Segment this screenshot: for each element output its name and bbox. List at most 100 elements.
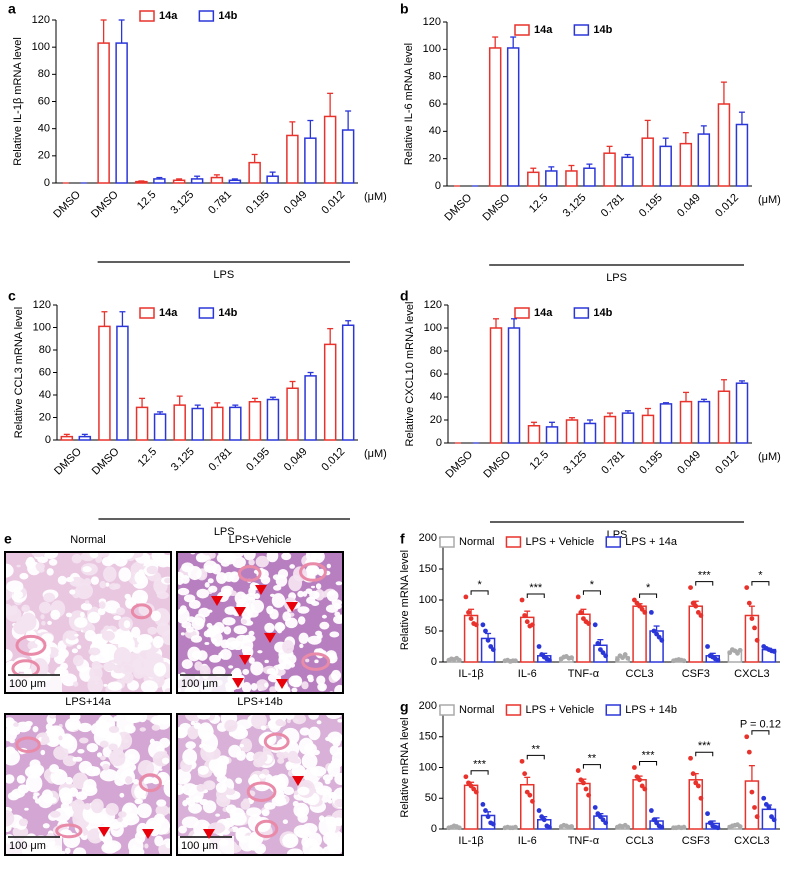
alveolus — [71, 553, 82, 564]
data-point — [625, 824, 631, 830]
alveolus — [78, 760, 93, 774]
y-tick-label: 0 — [45, 434, 51, 446]
data-point — [642, 610, 648, 615]
alveolus — [87, 611, 101, 624]
y-tick-label: 40 — [429, 125, 441, 137]
alveolus — [334, 684, 343, 693]
alveolus — [202, 800, 217, 814]
y-tick-label: 80 — [38, 68, 50, 80]
x-tick-label: IL-6 — [518, 668, 537, 680]
alveolus — [251, 714, 267, 730]
arrowhead — [142, 829, 154, 839]
alveolus — [103, 840, 122, 853]
data-point — [485, 637, 491, 643]
x-unit: (μM) — [364, 448, 387, 460]
alveolus — [326, 714, 342, 719]
alveolus — [40, 749, 46, 756]
alveolus — [27, 556, 34, 563]
x-tick-label: CXCL3 — [734, 668, 769, 680]
data-point — [754, 814, 760, 820]
image-title: LPS+14b — [237, 696, 283, 708]
alveolus — [109, 583, 119, 590]
x-tick-label: 0.012 — [713, 192, 741, 220]
alveolus — [334, 772, 343, 785]
alveolus — [297, 786, 310, 796]
alveolus — [121, 802, 138, 821]
data-point — [527, 792, 533, 798]
error-bar — [662, 137, 669, 147]
alveolus — [188, 599, 201, 609]
alveolus — [140, 680, 158, 693]
bar — [735, 123, 749, 187]
alveolus — [113, 715, 119, 722]
y-tick-label: 50 — [425, 792, 437, 804]
data-point — [622, 652, 628, 657]
x-tick-label: 0.049 — [282, 446, 310, 474]
alveolus — [306, 674, 314, 680]
alveolus — [123, 620, 131, 629]
alveolus — [204, 642, 210, 646]
vessel — [15, 736, 41, 754]
alveolus — [103, 683, 108, 687]
data-point — [744, 734, 750, 740]
alveolus — [91, 766, 101, 776]
significance-bracket — [526, 754, 545, 760]
alveolus — [74, 617, 88, 628]
error-bar — [327, 92, 334, 117]
alveolus — [83, 577, 92, 586]
y-tick-label: 0 — [44, 177, 50, 189]
y-tick-label: 60 — [39, 366, 51, 378]
alveolus — [91, 661, 101, 670]
scale-bar-box — [178, 674, 234, 692]
alveolus — [42, 823, 50, 829]
vessel — [138, 773, 162, 793]
bar — [153, 178, 166, 184]
y-tick-label: 100 — [33, 321, 51, 333]
arrowhead — [203, 829, 215, 839]
alveolus — [258, 773, 266, 779]
alveolus — [310, 766, 327, 777]
legend-swatch — [514, 307, 530, 319]
alveolus — [78, 722, 93, 733]
legend-swatch — [573, 307, 590, 319]
alveolus — [311, 585, 316, 589]
y-tick-label: 0 — [435, 180, 441, 192]
x-tick-label: 0.781 — [206, 189, 234, 217]
data-point — [536, 644, 542, 649]
bar — [248, 161, 261, 184]
alveolus — [209, 654, 221, 663]
alveolus — [297, 813, 308, 823]
alveolus — [65, 612, 73, 618]
x-tick-label: 3.125 — [168, 189, 196, 217]
x-tick-label: CCL3 — [626, 835, 654, 847]
x-tick-label: TNF-α — [568, 835, 600, 847]
alveolus — [292, 800, 299, 807]
alveolus — [6, 580, 24, 593]
image-border — [176, 551, 344, 694]
alveolus — [240, 738, 253, 753]
scale-bar-box — [6, 674, 62, 692]
arrowhead — [98, 827, 110, 837]
legend-label: LPS + Vehicle — [525, 536, 594, 548]
significance-label: ** — [531, 743, 540, 755]
x-tick-label: CSF3 — [682, 835, 710, 847]
significance-bracket — [639, 593, 658, 598]
bar — [545, 426, 559, 444]
x-tick-label: 0.049 — [282, 189, 310, 217]
alveolus — [276, 750, 289, 759]
alveolus — [142, 795, 147, 800]
error-bar — [251, 397, 258, 402]
legend-swatch — [505, 704, 522, 716]
y-tick-label: 20 — [38, 150, 50, 162]
data-point — [592, 622, 598, 628]
alveolus — [38, 601, 52, 614]
bar — [659, 403, 673, 444]
alveolus — [20, 612, 37, 631]
y-tick-label: 100 — [419, 594, 437, 606]
data-point — [513, 658, 518, 664]
vessel — [299, 562, 327, 582]
error-bar — [549, 421, 555, 427]
bar — [679, 142, 693, 187]
data-point — [456, 825, 462, 831]
